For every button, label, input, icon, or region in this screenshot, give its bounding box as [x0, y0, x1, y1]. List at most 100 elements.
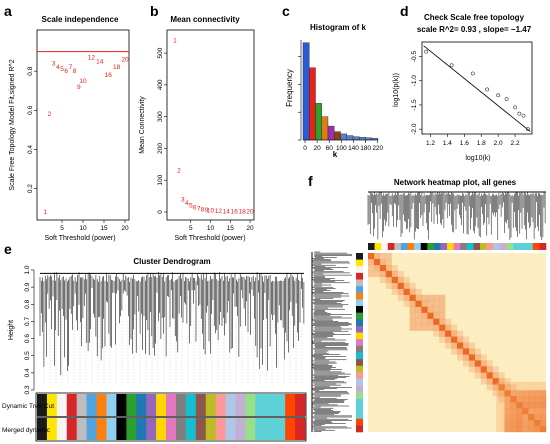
f-heat-cell	[415, 294, 422, 301]
c-bar	[309, 67, 316, 141]
f-heat-cell	[421, 318, 428, 325]
f-heat-cell	[480, 366, 487, 373]
f-heat-cell	[486, 360, 493, 367]
f-left-color	[356, 339, 363, 347]
a-ytick-label: 0.2	[27, 184, 34, 193]
a-point-label: 8	[73, 68, 77, 75]
f-top-color	[381, 243, 389, 250]
e-module-color-row2	[96, 418, 107, 440]
c-bar	[327, 125, 335, 141]
panel-c-title: Histogram of k	[310, 23, 367, 32]
f-left-color	[356, 286, 363, 294]
b-ytick-label: 400	[157, 79, 164, 90]
e-module-color-row1	[245, 394, 256, 416]
panel-f-letter: f	[308, 173, 313, 189]
f-left-color	[356, 405, 363, 413]
f-heat-cell	[462, 348, 470, 355]
panel-c-ylabel: Frequency	[285, 69, 294, 107]
e-module-color-row1	[126, 394, 137, 416]
a-xtick-label: 10	[79, 225, 87, 232]
b-point-label: 6	[193, 205, 197, 212]
f-heat-cell	[540, 390, 547, 397]
f-top-color	[440, 243, 448, 250]
a-ytick-label: 0.8	[27, 66, 34, 75]
f-heat-cell	[385, 258, 392, 266]
f-heat-cell	[474, 372, 481, 379]
f-top-color	[519, 243, 527, 250]
f-heat-cell	[391, 270, 398, 278]
e-module-color-row1	[146, 394, 157, 416]
c-xtick-label: 0	[303, 145, 307, 152]
f-heat-cell	[510, 414, 517, 421]
f-left-color	[356, 272, 363, 280]
f-heat-cell	[474, 348, 481, 355]
f-top-color	[513, 243, 520, 250]
f-left-color	[356, 372, 363, 380]
f-heat-cell	[397, 276, 404, 284]
d-point	[470, 71, 475, 76]
e-module-color-row2	[126, 418, 137, 440]
f-heat-cell	[528, 420, 535, 427]
f-heat-cell	[492, 390, 499, 397]
f-left-color	[356, 319, 363, 327]
f-heat-cell	[451, 342, 458, 349]
f-heat-cell	[427, 312, 434, 319]
panel-d-xlabel: log10(k)	[465, 155, 490, 162]
d-ytick-label: -0.5	[411, 51, 418, 63]
f-heat-cell	[486, 366, 493, 373]
a-point-label: 10	[79, 78, 87, 85]
a-point-label: 2	[48, 111, 52, 118]
f-heat-cell	[540, 414, 547, 421]
f-left-color	[356, 279, 363, 287]
f-heat-cell	[439, 324, 446, 331]
f-heat-cell	[498, 390, 505, 397]
e-module-color-row2	[245, 418, 256, 440]
c-bar	[315, 103, 322, 141]
f-heat-cell	[457, 348, 464, 355]
f-heat-cell	[516, 414, 523, 421]
f-heat-cell	[445, 318, 452, 325]
e-module-color-row1	[37, 394, 48, 416]
f-heat-cell	[409, 324, 416, 331]
f-heat-cell	[480, 378, 487, 385]
e-ytick-label: 0.8	[24, 299, 31, 308]
f-heat-cell	[480, 360, 487, 367]
f-heat-cell	[510, 420, 517, 427]
f-heat-cell	[462, 360, 470, 367]
f-heat-cell	[368, 258, 375, 266]
panel-b-xlabel: Soft Threshold (power)	[174, 235, 245, 242]
f-heat-cell	[522, 396, 529, 403]
panel-d-plot: 1.2 1.4 1.6 1.8 2.0 2.2 -0.5 -1.0 -1.5 -2.0	[411, 45, 531, 147]
f-heat-cell	[492, 384, 499, 391]
b-point-label: 5	[189, 203, 193, 210]
panel-f-left-color-bar	[356, 253, 363, 433]
f-left-color	[356, 378, 363, 386]
c-xtick-label: 180	[360, 145, 371, 152]
b-ytick-label: 200	[157, 143, 164, 154]
e-module-color-row2	[185, 418, 197, 440]
d-point	[504, 97, 509, 102]
f-heat-cell	[451, 330, 458, 337]
e-module-color-row2	[86, 418, 97, 440]
d-fit-line	[423, 45, 531, 132]
f-heat-cell	[439, 300, 446, 307]
f-heat-cell	[421, 312, 428, 319]
panel-b-letter: b	[150, 3, 159, 19]
panel-d-letter: d	[400, 3, 409, 19]
d-xtick-label: 1.4	[443, 140, 452, 147]
f-left-color	[356, 352, 363, 360]
f-left-color	[356, 412, 363, 420]
f-heat-cell	[534, 396, 541, 403]
f-top-color	[506, 243, 514, 250]
e-module-color-row2	[146, 418, 157, 440]
panel-d-subtitle: scale R^2= 0.93 , slope= −1.47	[417, 25, 532, 34]
f-heat-cell	[504, 396, 511, 403]
f-heat-cell	[391, 288, 398, 295]
f-heat-cell	[504, 408, 511, 415]
b-ytick-label: 100	[157, 174, 164, 185]
f-heat-cell	[498, 372, 505, 379]
f-heat-cell	[397, 282, 404, 289]
f-heat-cell	[368, 264, 375, 272]
